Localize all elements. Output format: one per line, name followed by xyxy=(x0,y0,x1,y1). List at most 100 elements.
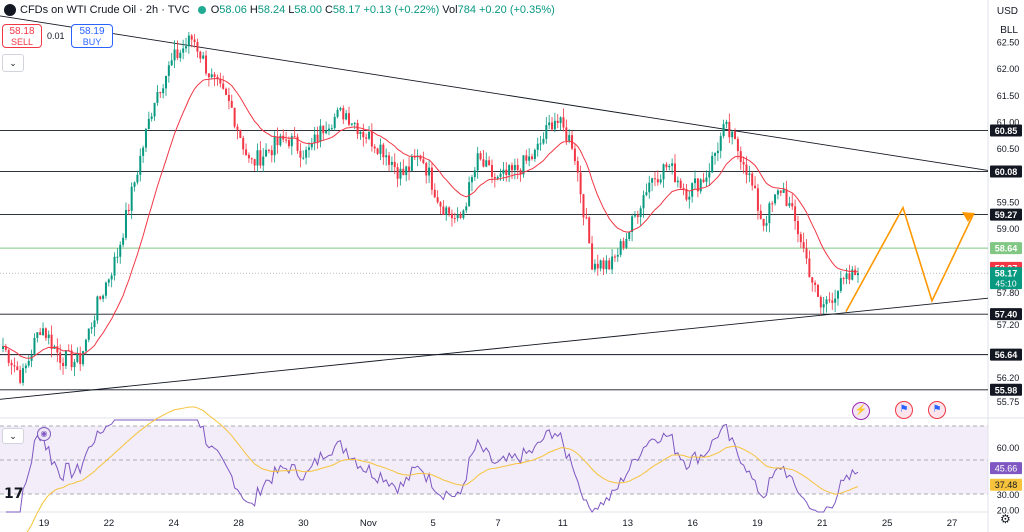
candle-body xyxy=(428,167,431,176)
candle-body xyxy=(445,207,448,215)
rsi-collapse-chevron-icon[interactable]: ⌄ xyxy=(2,428,24,444)
candle-body xyxy=(239,129,242,138)
upper-trendline xyxy=(0,15,989,171)
rsi-value-label: 45.66 xyxy=(995,464,1018,474)
sell-price: 58.18 xyxy=(9,26,35,37)
level-label: 57.40 xyxy=(995,310,1018,320)
symbol-title[interactable]: CFDs on WTI Crude Oil · 2h · TVC xyxy=(20,4,190,16)
candle-body xyxy=(359,131,362,135)
settings-gear-icon[interactable]: ⚙ xyxy=(1000,512,1011,526)
candle-body xyxy=(44,328,47,338)
candle-body xyxy=(425,162,428,176)
candle-body xyxy=(267,149,270,151)
spread-value: 0.01 xyxy=(47,31,65,41)
projection-path xyxy=(845,205,975,312)
candle-body xyxy=(728,121,731,138)
time-tick-label: 7 xyxy=(495,518,500,529)
candle-body xyxy=(631,216,634,233)
tradingview-logo-icon[interactable]: 17 xyxy=(4,486,24,502)
candle-body xyxy=(453,218,456,220)
rsi-badge-icon[interactable]: ◉ xyxy=(37,427,51,441)
level-label-bg xyxy=(990,208,1022,221)
candle-body xyxy=(376,148,379,154)
candle-body xyxy=(602,260,605,270)
candle-body xyxy=(313,134,316,144)
close-value: 58.17 xyxy=(332,4,361,16)
candle-body xyxy=(771,203,774,205)
time-tick-label: 19 xyxy=(39,518,50,529)
ema-line xyxy=(2,78,859,359)
lightning-event-icon[interactable]: ⚡ xyxy=(852,402,870,420)
candle-body xyxy=(205,55,208,74)
us-flag-event-icon[interactable]: ⚑ xyxy=(895,401,913,419)
sell-button[interactable]: 58.18 SELL xyxy=(2,24,42,48)
unit-label[interactable]: BLL xyxy=(1000,25,1018,36)
candle-body xyxy=(236,126,239,130)
candle-body xyxy=(42,328,45,336)
buy-button[interactable]: 58.19 BUY xyxy=(71,24,113,48)
candle-body xyxy=(96,296,99,321)
candle-body xyxy=(636,215,639,217)
candle-body xyxy=(673,163,676,183)
candle-body xyxy=(70,350,73,368)
time-tick-label: 21 xyxy=(817,518,828,529)
candle-body xyxy=(102,295,105,299)
candle-body xyxy=(842,278,845,280)
candle-body xyxy=(633,215,636,217)
candle-body xyxy=(671,163,674,166)
candle-body xyxy=(765,223,768,226)
candle-body xyxy=(273,136,276,156)
candle-body xyxy=(179,52,182,58)
candle-body xyxy=(302,157,305,159)
candle-body xyxy=(345,113,348,120)
candle-body xyxy=(742,162,745,165)
candle-body xyxy=(479,153,482,160)
candle-body xyxy=(676,180,679,183)
candle-body xyxy=(505,169,508,176)
candle-body xyxy=(736,139,739,152)
candle-body xyxy=(745,164,748,175)
candle-body xyxy=(696,178,699,192)
candle-body xyxy=(4,346,7,350)
candle-body xyxy=(47,334,50,338)
candle-body xyxy=(702,179,705,182)
candle-body xyxy=(714,153,717,156)
candle-body xyxy=(536,143,539,150)
candle-body xyxy=(56,346,59,353)
candle-body xyxy=(73,361,76,368)
symbol-logo-icon xyxy=(4,4,16,16)
candle-body xyxy=(662,164,665,180)
currency-label[interactable]: USD xyxy=(996,6,1018,17)
candle-body xyxy=(370,131,373,147)
candle-body xyxy=(613,256,616,258)
candle-body xyxy=(305,149,308,158)
candle-body xyxy=(502,169,505,174)
level-label-bg xyxy=(990,383,1022,396)
price-tick-label: 55.75 xyxy=(997,397,1020,407)
candle-body xyxy=(782,189,785,193)
price-tick-label: 59.50 xyxy=(997,197,1020,207)
candle-body xyxy=(639,208,642,217)
candle-body xyxy=(556,120,559,124)
collapse-chevron-icon[interactable]: ⌄ xyxy=(2,54,24,72)
candle-body xyxy=(410,156,413,171)
candle-body xyxy=(222,83,225,89)
time-tick-label: 24 xyxy=(168,518,179,529)
candle-body xyxy=(405,166,408,176)
rsi-tick-label: 20.00 xyxy=(997,505,1020,515)
candle-body xyxy=(608,260,611,270)
us-flag-event-icon[interactable]: ⚑ xyxy=(928,401,946,419)
candle-body xyxy=(93,320,96,328)
candle-body xyxy=(531,156,534,159)
level-label: 60.08 xyxy=(995,167,1018,177)
candle-body xyxy=(450,213,453,219)
candle-body xyxy=(694,178,697,184)
candle-body xyxy=(468,182,471,207)
candle-body xyxy=(122,237,125,245)
candle-body xyxy=(522,155,525,175)
candle-body xyxy=(62,362,65,367)
candle-body xyxy=(814,282,817,285)
candle-body xyxy=(622,241,625,248)
change-value: +0.13 (+0.22%) xyxy=(363,4,440,16)
